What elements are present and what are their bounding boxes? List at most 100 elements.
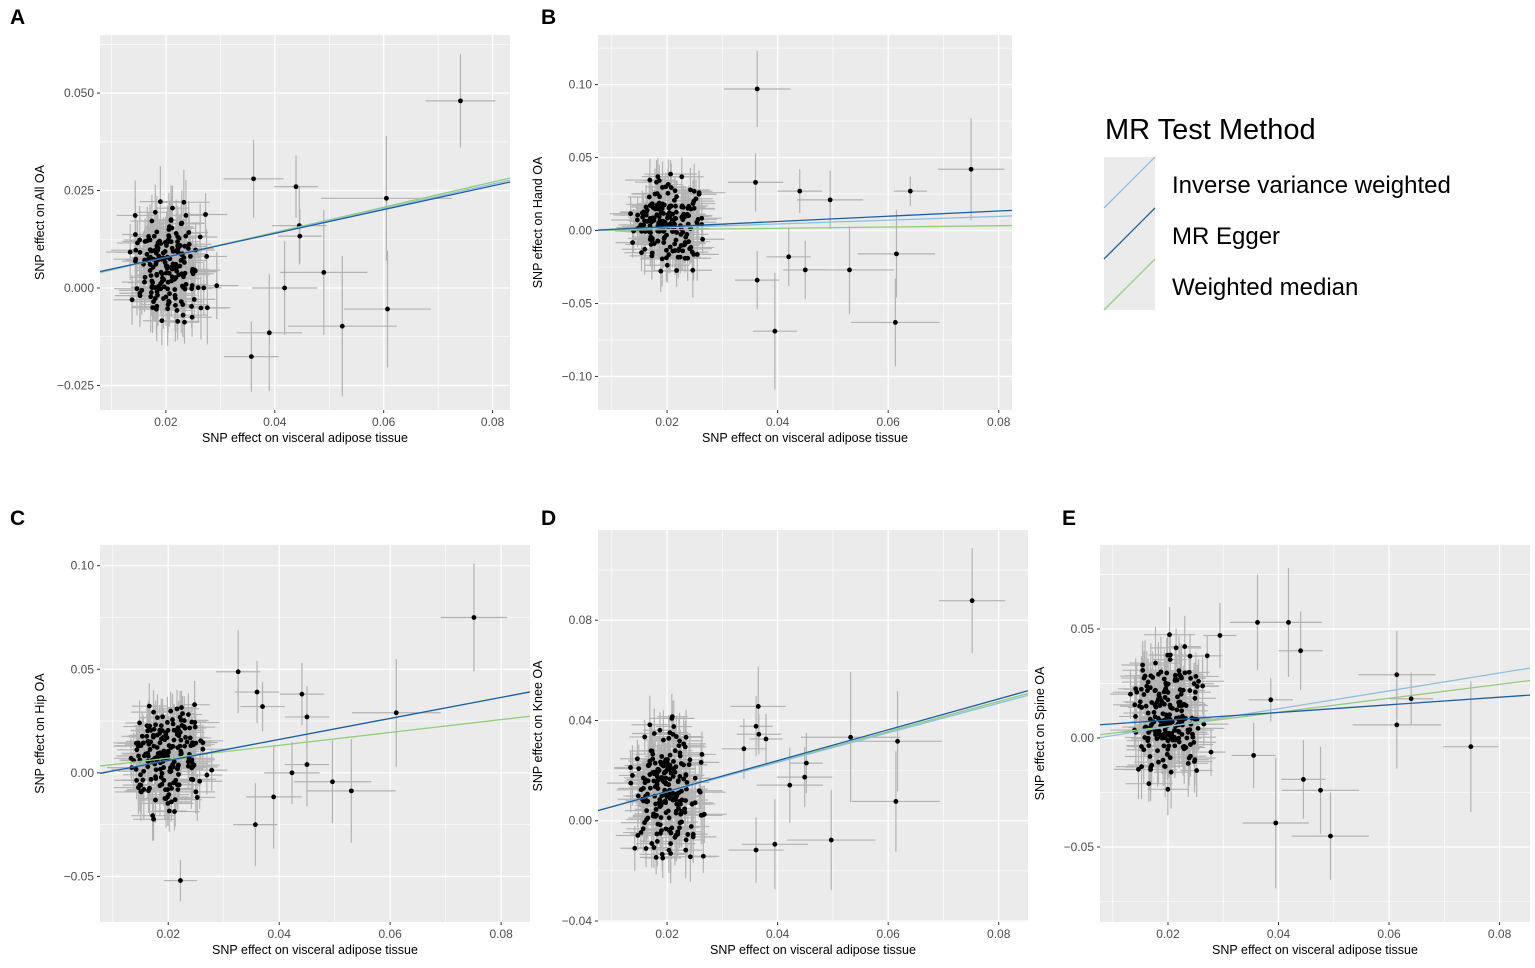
regression-line-wm <box>598 224 1012 232</box>
snp-point <box>803 760 809 766</box>
y-tick-label: 0.04 <box>569 713 593 727</box>
snp-point <box>658 268 664 274</box>
snp-point <box>157 199 163 205</box>
snp-point <box>1200 683 1206 689</box>
snp-point <box>188 776 194 782</box>
snp-point <box>148 290 154 295</box>
snp-point <box>672 748 678 754</box>
snp-point <box>175 787 181 793</box>
snp-point <box>656 204 662 210</box>
snp-point <box>1286 620 1291 625</box>
x-tick-label: 0.08 <box>489 927 513 941</box>
x-tick-label: 0.04 <box>263 415 287 429</box>
snp-point <box>756 731 762 737</box>
snp-point <box>658 210 664 216</box>
snp-point <box>659 256 665 262</box>
snp-point <box>678 761 684 766</box>
snp-point <box>684 231 690 237</box>
snp-point <box>1140 662 1145 668</box>
x-axis-title: SNP effect on visceral adipose tissue <box>702 431 908 445</box>
x-tick-label: 0.02 <box>157 927 181 941</box>
snp-point <box>671 791 676 797</box>
snp-point <box>167 782 173 788</box>
snp-point <box>1161 701 1167 707</box>
snp-point <box>672 188 678 194</box>
snp-point <box>1164 730 1169 736</box>
snp-point <box>655 786 661 791</box>
x-tick-label: 0.04 <box>1267 927 1291 941</box>
snp-point <box>189 719 195 725</box>
snp-point <box>1188 753 1193 759</box>
snp-point <box>150 280 156 286</box>
snp-point <box>1156 759 1161 765</box>
snp-point <box>148 776 154 782</box>
snp-point <box>203 212 208 217</box>
snp-point <box>662 798 668 804</box>
snp-point <box>659 793 665 799</box>
snp-point <box>1166 743 1172 749</box>
snp-point <box>664 255 669 261</box>
snp-point <box>690 834 696 840</box>
snp-point <box>137 720 142 726</box>
snp-point <box>651 778 657 784</box>
snp-point <box>753 723 759 729</box>
snp-point <box>661 737 666 743</box>
snp-point <box>672 221 677 227</box>
panel-letter: D <box>541 507 556 530</box>
snp-point <box>665 190 671 196</box>
snp-point <box>649 250 655 256</box>
snp-point <box>687 854 693 860</box>
snp-point <box>1175 694 1180 700</box>
snp-point <box>176 782 182 788</box>
snp-point <box>178 258 184 263</box>
snp-point <box>681 776 687 782</box>
snp-point <box>684 779 690 785</box>
snp-point <box>683 798 688 803</box>
snp-point <box>1137 699 1143 705</box>
snp-point <box>677 774 683 779</box>
x-tick-label: 0.04 <box>268 927 292 941</box>
snp-point <box>1154 736 1160 742</box>
regression-line-egger <box>1100 694 1530 726</box>
snp-point <box>653 806 659 812</box>
snp-point <box>654 773 660 779</box>
snp-point <box>753 179 758 185</box>
snp-point <box>659 851 665 857</box>
snp-point <box>1132 702 1138 708</box>
snp-point <box>661 202 667 208</box>
x-tick-label: 0.06 <box>876 927 900 941</box>
legend-label-ivw: Inverse variance weighted <box>1172 172 1451 199</box>
snp-point <box>678 243 684 248</box>
y-tick-label: 0.000 <box>64 281 94 295</box>
y-tick-label: 0.00 <box>569 224 593 238</box>
snp-point <box>655 769 661 775</box>
snp-point <box>675 254 681 260</box>
snp-point <box>204 305 210 311</box>
x-tick-label: 0.06 <box>1377 927 1401 941</box>
regression-line-egger <box>598 690 1028 812</box>
snp-point <box>676 790 682 796</box>
snp-point <box>1163 712 1169 718</box>
snp-point <box>787 782 793 788</box>
snp-point <box>672 834 678 840</box>
snp-point <box>628 211 633 217</box>
snp-point <box>180 312 186 318</box>
snp-point <box>656 178 662 183</box>
snp-point <box>133 258 138 264</box>
snp-point <box>675 248 681 253</box>
x-axis-title: SNP effect on visceral adipose tissue <box>212 943 418 957</box>
snp-point <box>140 777 146 783</box>
snp-point <box>689 249 695 255</box>
snp-point <box>142 274 148 280</box>
snp-point <box>690 267 696 273</box>
snp-point <box>1185 761 1191 766</box>
snp-point <box>191 296 197 302</box>
snp-point <box>176 235 182 241</box>
snp-point <box>171 759 177 765</box>
snp-point <box>827 197 833 203</box>
snp-point <box>667 776 673 782</box>
snp-point <box>1157 695 1163 701</box>
snp-point <box>647 177 653 183</box>
snp-point <box>158 774 164 780</box>
snp-point <box>197 234 203 240</box>
